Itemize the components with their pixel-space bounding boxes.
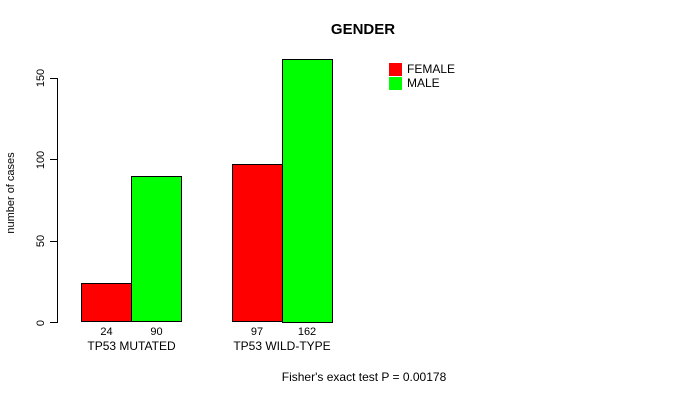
bar-male-tp53-wild-type [281, 58, 333, 323]
bar-count-male-tp53-wild-type: 162 [297, 326, 317, 338]
bar-count-female-tp53-wild-type: 97 [250, 326, 264, 338]
y-axis-label: number of cases [5, 152, 17, 234]
bar-count-female-tp53-mutated: 24 [100, 326, 113, 338]
legend-item-female: FEMALE [389, 62, 455, 76]
group-label-tp53-mutated: TP53 MUTATED [87, 339, 176, 353]
legend: FEMALE MALE [389, 62, 455, 90]
y-tick-0 [50, 322, 57, 323]
fisher-test-annotation: Fisher's exact test P = 0.00178 [281, 370, 447, 384]
group-label-tp53-wild-type: TP53 WILD-TYPE [233, 339, 331, 353]
legend-label-male: MALE [407, 76, 440, 90]
y-tick-label-150: 150 [35, 68, 47, 88]
y-tick-label-50: 50 [35, 234, 47, 248]
y-tick-100 [50, 159, 57, 161]
legend-label-female: FEMALE [407, 62, 456, 76]
male-color-swatch [389, 76, 402, 90]
chart-title: GENDER [330, 21, 396, 38]
legend-item-male: MALE [389, 76, 455, 90]
bar-female-tp53-mutated [81, 283, 132, 323]
female-color-swatch [389, 62, 402, 76]
y-tick-label-100: 100 [35, 150, 47, 169]
y-tick-50 [50, 240, 57, 242]
y-tick-150 [50, 77, 57, 79]
y-axis-line [57, 78, 58, 323]
bar-count-male-tp53-mutated: 90 [150, 326, 163, 338]
bar-female-tp53-wild-type [231, 164, 283, 323]
y-tick-label-0: 0 [35, 319, 47, 326]
bar-male-tp53-mutated [131, 175, 182, 323]
